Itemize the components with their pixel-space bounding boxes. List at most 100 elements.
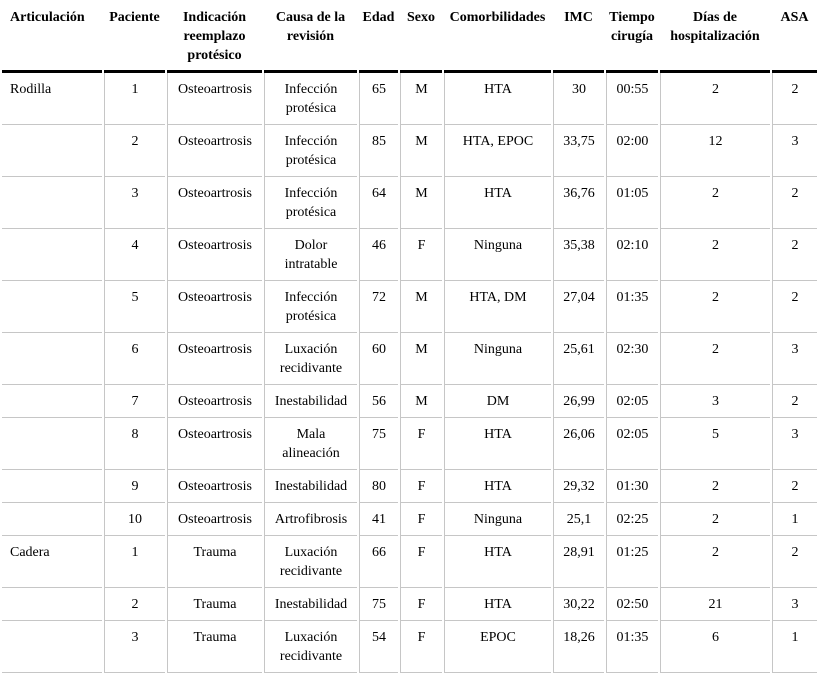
cell-sexo: M (400, 333, 442, 385)
cell-causa: Mala alineación (264, 418, 357, 470)
cell-comorbilidades: Ninguna (444, 229, 551, 281)
cell-causa: Luxación recidivante (264, 536, 357, 588)
cell-articulacion: Cadera (2, 536, 102, 588)
cell-comorbilidades: Ninguna (444, 503, 551, 536)
cell-sexo: F (400, 503, 442, 536)
cell-imc: 36,76 (553, 177, 604, 229)
cell-asa: 2 (772, 281, 817, 333)
cell-indicacion: Osteoartrosis (167, 229, 262, 281)
cell-causa: Inestabilidad (264, 588, 357, 621)
cell-dias: 2 (660, 333, 770, 385)
cell-imc: 29,32 (553, 470, 604, 503)
table-row: 7 Osteoartrosis Inestabilidad 56 M DM 26,99 02:… (2, 385, 817, 418)
cell-asa: 2 (772, 536, 817, 588)
cell-asa: 3 (772, 418, 817, 470)
cell-causa: Artrofibrosis (264, 503, 357, 536)
cell-indicacion: Osteoartrosis (167, 73, 262, 125)
cell-indicacion: Trauma (167, 621, 262, 673)
cell-indicacion: Osteoartrosis (167, 333, 262, 385)
cell-articulacion (2, 229, 102, 281)
cell-dias: 2 (660, 73, 770, 125)
cell-articulacion (2, 503, 102, 536)
column-header-causa: Causa de la revisión (264, 0, 357, 73)
table-row: Cadera 1 Trauma Luxación recidivante 66 F HTA 2… (2, 536, 817, 588)
cell-imc: 28,91 (553, 536, 604, 588)
cell-imc: 25,61 (553, 333, 604, 385)
cell-asa: 2 (772, 470, 817, 503)
column-header-indicacion: Indicación reemplazo protésico (167, 0, 262, 73)
column-header-asa: ASA (772, 0, 817, 73)
cell-sexo: M (400, 73, 442, 125)
cell-imc: 26,06 (553, 418, 604, 470)
cell-articulacion (2, 588, 102, 621)
cell-asa: 2 (772, 177, 817, 229)
cell-edad: 56 (359, 385, 398, 418)
cell-tiempo: 01:35 (606, 281, 658, 333)
cell-imc: 27,04 (553, 281, 604, 333)
cell-sexo: F (400, 621, 442, 673)
table-row: 3 Trauma Luxación recidivante 54 F EPOC 18,26 0… (2, 621, 817, 673)
cell-indicacion: Osteoartrosis (167, 385, 262, 418)
cell-imc: 30 (553, 73, 604, 125)
header-row: Articulación Paciente Indicación reemplazo… (2, 0, 817, 73)
cell-articulacion (2, 281, 102, 333)
cell-comorbilidades: HTA, EPOC (444, 125, 551, 177)
cell-dias: 2 (660, 177, 770, 229)
cell-tiempo: 01:25 (606, 536, 658, 588)
cell-tiempo: 01:30 (606, 470, 658, 503)
cell-imc: 35,38 (553, 229, 604, 281)
cell-indicacion: Osteoartrosis (167, 503, 262, 536)
cell-edad: 46 (359, 229, 398, 281)
cell-tiempo: 00:55 (606, 73, 658, 125)
cell-asa: 2 (772, 229, 817, 281)
table-row: Rodilla 1 Osteoartrosis Infección protésica… (2, 73, 817, 125)
cell-edad: 75 (359, 588, 398, 621)
cell-paciente: 3 (104, 621, 165, 673)
table-row: 2 Trauma Inestabilidad 75 F HTA 30,22 02:50 21 3 (2, 588, 817, 621)
cell-comorbilidades: HTA (444, 470, 551, 503)
table-row: 4 Osteoartrosis Dolor intratable 46 F Ninguna… (2, 229, 817, 281)
cell-dias: 2 (660, 281, 770, 333)
table-row: 6 Osteoartrosis Luxación recidivante 60 M Nin… (2, 333, 817, 385)
table-row: 2 Osteoartrosis Infección protésica 85 M HTA,… (2, 125, 817, 177)
cell-sexo: M (400, 125, 442, 177)
cell-asa: 3 (772, 125, 817, 177)
table-row: 10 Osteoartrosis Artrofibrosis 41 F Ninguna 25… (2, 503, 817, 536)
cell-tiempo: 02:10 (606, 229, 658, 281)
cell-edad: 85 (359, 125, 398, 177)
cell-dias: 2 (660, 229, 770, 281)
cell-edad: 54 (359, 621, 398, 673)
cell-asa: 2 (772, 385, 817, 418)
cell-paciente: 2 (104, 588, 165, 621)
cell-indicacion: Osteoartrosis (167, 125, 262, 177)
cell-paciente: 2 (104, 125, 165, 177)
cell-comorbilidades: HTA (444, 418, 551, 470)
cell-edad: 66 (359, 536, 398, 588)
cell-comorbilidades: HTA (444, 536, 551, 588)
cell-tiempo: 01:05 (606, 177, 658, 229)
table-row: 3 Osteoartrosis Infección protésica 64 M HTA 3… (2, 177, 817, 229)
cell-tiempo: 01:35 (606, 621, 658, 673)
table-row: 8 Osteoartrosis Mala alineación 75 F HTA 26,06… (2, 418, 817, 470)
column-header-sexo: Sexo (400, 0, 442, 73)
cell-comorbilidades: HTA (444, 73, 551, 125)
column-header-comorbilidades: Comorbilidades (444, 0, 551, 73)
cell-paciente: 8 (104, 418, 165, 470)
cell-indicacion: Trauma (167, 536, 262, 588)
cell-paciente: 6 (104, 333, 165, 385)
cell-causa: Infección protésica (264, 281, 357, 333)
cell-comorbilidades: HTA (444, 177, 551, 229)
cell-tiempo: 02:00 (606, 125, 658, 177)
cell-asa: 1 (772, 503, 817, 536)
cell-indicacion: Osteoartrosis (167, 177, 262, 229)
cell-edad: 64 (359, 177, 398, 229)
cell-edad: 75 (359, 418, 398, 470)
cell-indicacion: Osteoartrosis (167, 470, 262, 503)
cell-comorbilidades: Ninguna (444, 333, 551, 385)
cell-sexo: F (400, 418, 442, 470)
cell-articulacion (2, 470, 102, 503)
cell-sexo: F (400, 536, 442, 588)
cell-paciente: 4 (104, 229, 165, 281)
cell-sexo: M (400, 281, 442, 333)
cell-dias: 12 (660, 125, 770, 177)
